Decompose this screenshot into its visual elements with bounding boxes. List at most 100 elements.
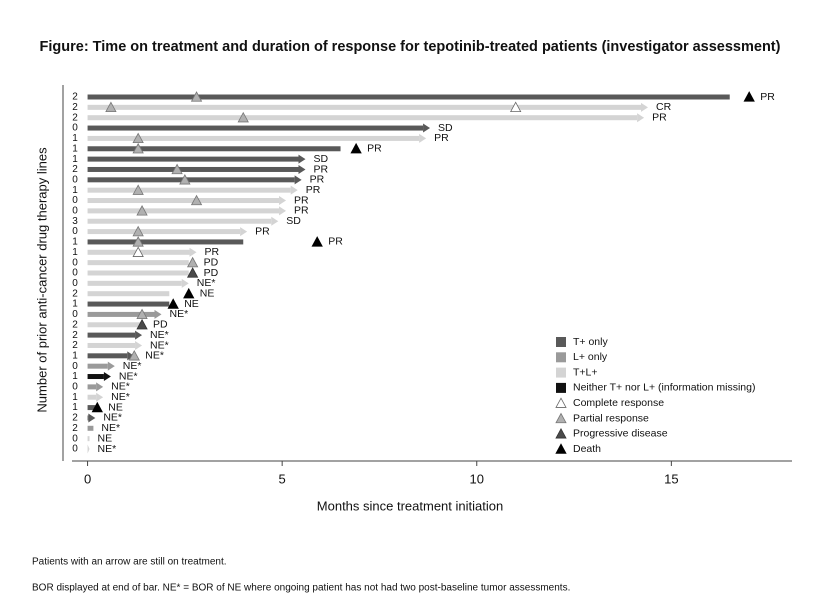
prior-lines-label: 1 — [72, 247, 78, 258]
marker — [190, 194, 203, 206]
prior-lines-label: 0 — [72, 309, 78, 320]
bar — [87, 394, 97, 400]
prior-lines-label: 0 — [72, 195, 78, 206]
x-tick-label: 0 — [84, 471, 91, 486]
prior-lines-label: 2 — [72, 319, 78, 330]
marker — [183, 287, 195, 299]
bor-label: PR — [314, 163, 329, 175]
legend-swatch — [555, 443, 567, 454]
bar-arrow — [637, 113, 645, 123]
bor-label: NE — [184, 298, 199, 310]
marker — [132, 132, 144, 144]
bor-label: PR — [255, 225, 270, 237]
bar — [87, 177, 295, 183]
footnote: Patients with an arrow are still on trea… — [32, 557, 227, 568]
bar — [87, 291, 170, 297]
prior-lines-label: 1 — [72, 371, 78, 382]
x-tick-label: 15 — [664, 471, 678, 486]
chart-title: Figure: Time on treatment and duration o… — [40, 39, 781, 55]
bar — [87, 239, 244, 245]
bar-arrow — [641, 102, 648, 112]
marker — [510, 101, 522, 113]
bor-label: SD — [438, 122, 453, 134]
legend-label: Death — [573, 443, 601, 455]
y-axis-label: Number of prior anti-cancer drug therapy… — [34, 147, 49, 413]
bar — [87, 187, 291, 193]
prior-lines-label: 2 — [72, 102, 78, 113]
bar-arrow — [103, 372, 111, 382]
bar-arrow — [154, 309, 162, 319]
bar-arrow — [271, 216, 279, 226]
bar-arrow — [189, 247, 197, 257]
bor-label: SD — [314, 153, 329, 165]
marker — [91, 401, 103, 413]
bar — [87, 353, 128, 359]
legend-swatch — [556, 382, 566, 393]
bar-arrow — [96, 392, 104, 402]
bor-label: NE* — [150, 339, 169, 351]
bar — [87, 436, 90, 442]
bar-arrow — [88, 413, 96, 423]
bar — [87, 260, 189, 266]
bar-arrow — [135, 330, 143, 340]
bor-label: PD — [204, 256, 219, 268]
bor-label: PR — [652, 111, 667, 123]
prior-lines-label: 0 — [72, 433, 78, 444]
marker — [743, 91, 755, 102]
footnote: BOR displayed at end of bar. NE* = BOR o… — [32, 583, 570, 594]
legend-swatch — [556, 367, 566, 378]
legend-label: T+ only — [573, 336, 608, 348]
x-tick-label: 10 — [470, 471, 484, 486]
bar — [87, 94, 730, 100]
legend-label: T+L+ — [573, 366, 598, 378]
legend-swatch — [555, 412, 567, 424]
legend-swatch — [555, 427, 567, 439]
bar-arrow — [96, 382, 104, 392]
bar — [87, 301, 170, 307]
bar-arrow — [127, 351, 135, 361]
legend-label: L+ only — [573, 351, 608, 363]
marker — [132, 225, 144, 237]
bor-label: NE* — [197, 277, 216, 289]
marker — [136, 205, 148, 216]
marker — [132, 236, 144, 247]
bor-label: PR — [434, 132, 449, 144]
marker — [136, 318, 148, 330]
bor-label: PR — [294, 194, 309, 206]
marker — [350, 142, 362, 154]
bor-label: NE* — [123, 360, 142, 372]
bor-label: PR — [310, 174, 325, 186]
bar-arrow — [294, 175, 302, 185]
marker — [105, 101, 117, 113]
prior-lines-label: 2 — [72, 330, 78, 341]
bar-arrow — [279, 206, 287, 216]
bar-arrow — [298, 164, 306, 174]
bor-label: NE — [200, 287, 215, 299]
legend-label: Progressive disease — [573, 428, 668, 440]
bar — [87, 166, 299, 172]
prior-lines-label: 1 — [72, 143, 78, 154]
bar — [87, 342, 136, 348]
bar — [87, 270, 189, 276]
bar — [87, 332, 136, 338]
bar — [87, 415, 89, 421]
prior-lines-label: 1 — [72, 237, 78, 248]
marker — [186, 256, 199, 268]
legend-label: Complete response — [573, 397, 664, 409]
prior-lines-label: 1 — [72, 133, 78, 144]
marker — [186, 267, 199, 278]
marker — [171, 163, 183, 175]
bar — [87, 135, 420, 141]
bar-arrow — [290, 185, 298, 195]
x-axis-label: Months since treatment initiation — [317, 498, 503, 513]
marker — [132, 246, 144, 257]
prior-lines-label: 0 — [72, 123, 78, 134]
prior-lines-label: 1 — [72, 350, 78, 361]
bor-label: PR — [760, 91, 775, 103]
bar-arrow — [298, 154, 306, 164]
bar — [87, 374, 104, 380]
marker — [237, 111, 249, 123]
prior-lines-label: 1 — [72, 154, 78, 165]
prior-lines-label: 0 — [72, 382, 78, 393]
prior-lines-label: 2 — [72, 288, 78, 299]
